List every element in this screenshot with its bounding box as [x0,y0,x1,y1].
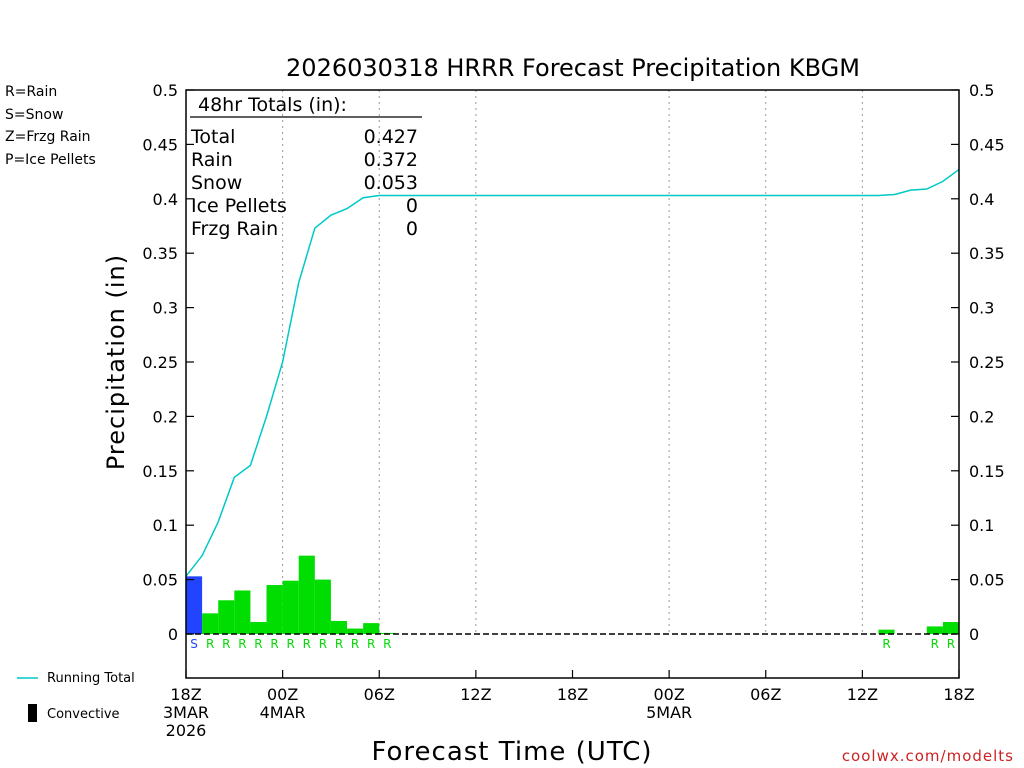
running-total-line [185,168,960,577]
y-tick-label-left: 0.35 [142,244,178,263]
precip-type-code: R [931,637,939,651]
precip-type-code: R [383,637,391,651]
convective-legend-label: Convective [47,707,120,722]
hourly-precip-bars [186,555,959,634]
y-tick-label-left: 0.25 [142,353,178,372]
totals-heading: 48hr Totals (in): [198,94,347,116]
y-tick-label-right: 0.35 [969,244,1005,263]
precip-type-code: R [319,637,327,651]
y-tick-label-left: 0.2 [153,407,178,426]
precip-type-code: R [206,637,214,651]
precip-type-code: R [287,637,295,651]
y-tick-label-right: 0.3 [969,299,994,318]
y-tick-label-left: 0 [168,625,178,644]
x-tick-label: 06Z [364,685,395,704]
totals-row-value: 0.372 [364,149,418,171]
y-tick-label-right: 0.45 [969,135,1005,154]
y-axis-right: 0 0.05 0.1 0.15 0.2 0.25 0.3 0.35 0.4 0.45 0.5 [951,81,1005,644]
credit-text: coolwx.com/modelts [842,747,1014,765]
legend-rain: R=Rain [5,84,57,100]
precip-type-code: R [351,637,359,651]
y-tick-label-left: 0.5 [153,81,178,100]
y-tick-label-left: 0.1 [153,516,178,535]
x-tick-label: 18Z [170,685,201,704]
y-tick-label-right: 0.25 [969,353,1005,372]
x-tick-label: 3MAR [163,703,209,722]
y-tick-label-right: 0.15 [969,462,1005,481]
y-tick-label-right: 0.1 [969,516,994,535]
y-tick-label-right: 0.2 [969,407,994,426]
totals-row-label: Total [190,126,235,148]
precip-bar [942,622,959,634]
y-tick-label-left: 0.15 [142,462,178,481]
precip-type-code: R [303,637,311,651]
totals-row-label: Snow [191,172,242,194]
x-tick-label: 18Z [557,685,588,704]
line-legend: Running Total Convective [17,671,135,722]
precip-bar [202,613,219,634]
convective-legend-swatch [28,704,37,722]
y-tick-label-right: 0.5 [969,81,994,100]
precip-type-code: R [367,637,375,651]
precip-bar [330,620,348,634]
totals-row-value: 0 [406,195,418,217]
totals-row-label: Rain [191,149,233,171]
y-tick-label-right: 0 [969,625,979,644]
totals-row-value: 0.427 [364,126,418,148]
y-tick-label-left: 0.05 [142,571,178,590]
y-tick-label-right: 0.05 [969,571,1005,590]
precip-type-legend: R=Rain S=Snow Z=Frzg Rain P=Ice Pellets [5,84,96,168]
x-tick-label: 4MAR [260,703,306,722]
x-tick-label: 00Z [267,685,298,704]
totals-row-label: Frzg Rain [191,218,278,240]
x-tick-label: 12Z [847,685,878,704]
x-tick-label: 00Z [653,685,684,704]
y-tick-label-left: 0.4 [153,190,178,209]
precip-bar [266,585,283,634]
precip-type-code: R [222,637,230,651]
x-tick-label: 5MAR [646,703,692,722]
legend-ice-pellets: P=Ice Pellets [5,152,96,168]
precip-type-code: R [882,637,890,651]
totals-box: 48hr Totals (in): Total 0.427 Rain 0.372 Sno… [190,94,422,240]
precip-bar [878,629,895,634]
y-tick-label-right: 0.4 [969,190,994,209]
x-tick-label: 18Z [943,685,974,704]
chart-title: 2026030318 HRRR Forecast Precipitation K… [286,54,860,82]
y-tick-label-left: 0.45 [142,135,178,154]
precip-bar [314,579,331,634]
precip-type-code: R [947,637,955,651]
precip-type-code: R [238,637,246,651]
x-axis-label: Forecast Time (UTC) [371,737,652,767]
legend-freezing-rain: Z=Frzg Rain [5,129,91,145]
precip-bar [926,626,943,634]
precip-type-code: R [254,637,262,651]
precip-bar [186,576,203,634]
legend-snow: S=Snow [5,107,63,123]
running-total-legend-label: Running Total [47,671,135,686]
precip-bar [298,555,315,634]
precip-type-code: R [270,637,278,651]
y-tick-label-left: 0.3 [153,299,178,318]
precip-type-code: R [335,637,343,651]
precip-bar [250,622,267,634]
totals-row-label: Ice Pellets [191,195,287,217]
y-axis-label: Precipitation (in) [102,254,130,470]
precip-bar [363,623,380,634]
precip-bar [347,628,364,634]
y-axis-left: 0 0.05 0.1 0.15 0.2 0.25 0.3 0.35 0.4 0.45 0.5 [142,81,194,644]
precip-type-code: S [190,637,198,651]
precip-bar [234,590,251,634]
precip-bar [218,600,235,634]
totals-row-value: 0.053 [364,172,418,194]
precip-bar [282,580,299,634]
x-tick-label: 2026 [166,721,207,740]
totals-row-value: 0 [406,218,418,240]
x-tick-label: 06Z [750,685,781,704]
x-tick-label: 12Z [460,685,491,704]
